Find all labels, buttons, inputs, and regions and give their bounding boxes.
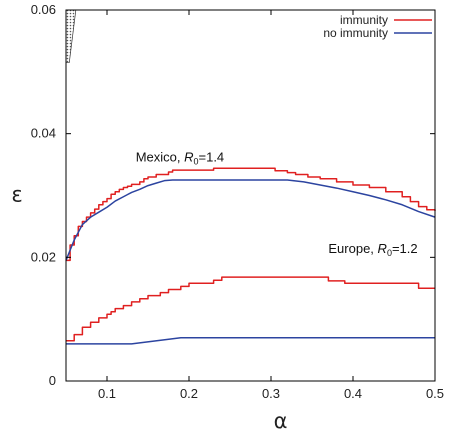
hatched-region xyxy=(65,9,77,63)
y-tick-label: 0.02 xyxy=(31,249,56,264)
x-tick-label: 0.2 xyxy=(180,386,198,401)
x-tick-label: 0.3 xyxy=(262,386,280,401)
x-axis-label: α xyxy=(274,409,288,433)
x-tick-label: 0.5 xyxy=(426,386,444,401)
series-line-mexico-immunity xyxy=(66,167,436,262)
series-line-europe-no-immunity xyxy=(66,336,435,345)
y-tick-label: 0.04 xyxy=(31,126,56,141)
legend-label: no immunity xyxy=(323,26,388,40)
y-tick-label: 0.06 xyxy=(31,2,56,17)
x-tick-label: 0.1 xyxy=(98,386,116,401)
y-axis-label: ε xyxy=(11,183,22,207)
series-line-mexico-no-immunity xyxy=(65,179,436,261)
annotation-label: Mexico, R0=1.4 xyxy=(136,149,224,166)
annotation-label: Europe, R0=1.2 xyxy=(328,241,417,258)
plot-frame xyxy=(65,9,436,382)
y-tick-label: 0 xyxy=(49,373,56,388)
legend-label: immunity xyxy=(340,13,388,27)
series-line-europe-immunity xyxy=(66,276,435,342)
x-tick-label: 0.4 xyxy=(344,386,362,401)
